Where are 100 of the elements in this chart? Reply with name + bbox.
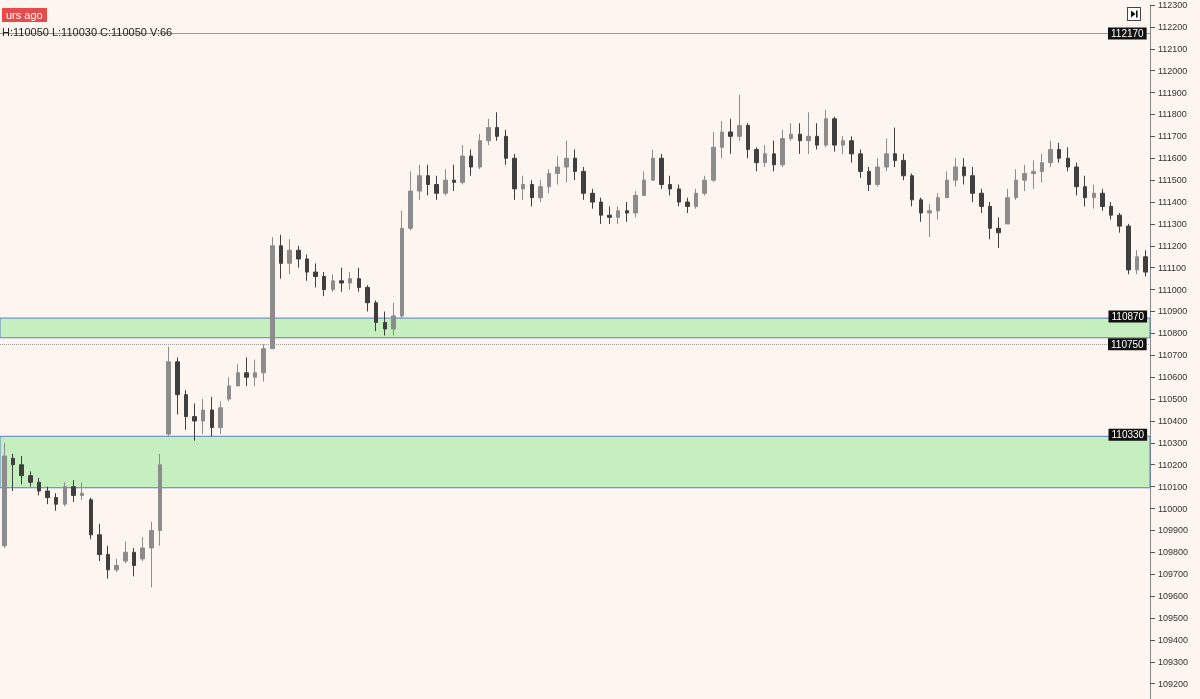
candlestick [616,205,620,225]
candlestick [815,122,819,150]
candlestick [945,170,949,199]
y-tick-label: 110700 [1158,350,1188,361]
candlestick [1066,146,1070,172]
candlestick [858,148,863,179]
candlestick [417,164,422,201]
y-tick-label: 111800 [1158,109,1187,120]
candlestick [97,523,102,562]
y-tick-label: 109700 [1158,569,1189,580]
candlestick [642,170,646,196]
candlestick [140,536,145,562]
annotation: urs ago [2,8,47,22]
y-tick-label: 110100 [1158,481,1188,492]
candlestick [832,116,837,153]
candlestick [970,166,975,203]
candlestick [633,190,638,218]
candlestick [227,376,231,402]
candlestick [901,153,906,181]
annotation: H:110050 L:110030 C:110050 V:66 [2,26,173,38]
candlestick [452,164,456,192]
candlestick [746,122,750,159]
candlestick [1040,153,1044,183]
candlestick [132,547,136,577]
candlestick [279,234,283,280]
candlestick [953,157,958,188]
candlestick [123,540,128,564]
candlestick [659,153,664,190]
candlestick [54,492,58,512]
candlestick [910,173,914,207]
candlestick [365,284,370,312]
y-tick-label: 110900 [1158,306,1188,317]
candlestick [443,168,448,196]
candlestick [1109,201,1113,221]
candlestick [236,363,240,387]
candlestick [504,129,508,166]
candlestick [1048,140,1053,168]
candlestick [547,168,551,194]
y-tick-label: 109800 [1158,547,1189,558]
y-tick-label: 111300 [1158,218,1187,229]
candlestick [789,122,793,142]
candlestick [184,389,188,431]
candlestick [253,359,257,387]
candlestick [590,188,595,210]
candlestick [158,453,162,547]
candlestick [625,201,629,223]
candlestick [919,197,923,223]
candlestick [192,402,197,442]
candlestick [1135,249,1139,275]
y-tick-label: 109200 [1158,678,1189,689]
candlestick [244,356,249,387]
candlestick [538,179,543,203]
candlestick [486,118,491,146]
candlestick [1005,188,1010,225]
candlestick [331,273,335,293]
candlestick [530,179,534,207]
ref-line-label: 110750 [1111,338,1145,350]
candlestick [763,144,767,168]
candlestick [210,396,214,437]
candlestick [685,197,690,214]
candlestick [711,131,716,183]
candlestick [201,398,205,435]
candlestick [89,497,93,540]
y-tick-label: 111700 [1158,131,1187,142]
candlestick [1031,159,1036,190]
candlestick [322,271,326,297]
candlestick [469,148,473,177]
candlestick [28,470,33,488]
candlestick [798,122,802,155]
candlestick [824,109,828,148]
candlestick [737,94,742,142]
y-tick-label: 111900 [1158,87,1187,98]
candlestick [2,442,7,549]
candlestick [11,453,15,492]
y-tick-label: 110600 [1158,372,1188,383]
candlestick [460,144,465,186]
candlestick [573,148,577,181]
candlestick [37,477,41,496]
y-tick-label: 112100 [1158,43,1188,54]
candlestick [296,245,301,269]
y-tick-label: 112300 [1158,0,1188,10]
candlestick [339,267,344,293]
y-tick-label: 111000 [1158,284,1187,295]
candlestick [80,481,84,501]
candlestick [754,146,759,172]
candlestick [1074,162,1079,196]
candlestick [1092,184,1096,210]
candlestick [979,188,984,214]
candlestick [391,302,396,337]
candlestick [962,157,966,186]
y-tick-label: 111200 [1158,240,1187,251]
candlestick [651,148,655,181]
candlestick [478,133,482,170]
y-tick-label: 112200 [1158,21,1188,32]
candlestick [875,157,880,188]
y-tick-label: 110200 [1158,459,1188,470]
candlestick [849,135,854,164]
y-tick-label: 110400 [1158,415,1188,426]
y-tick-label: 110000 [1158,503,1188,514]
candlestick [426,164,430,196]
